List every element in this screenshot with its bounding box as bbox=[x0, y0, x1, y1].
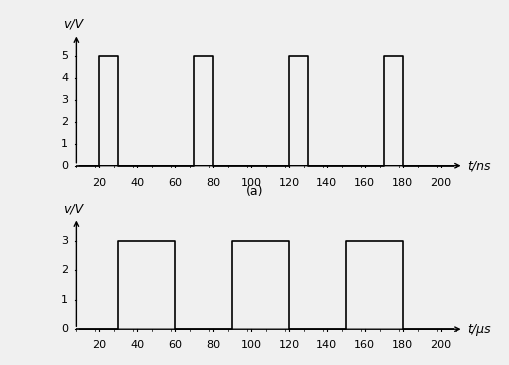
Text: 200: 200 bbox=[429, 340, 450, 350]
Text: 180: 180 bbox=[391, 340, 412, 350]
Text: 100: 100 bbox=[240, 178, 261, 188]
Text: 3: 3 bbox=[61, 236, 68, 246]
Text: 2: 2 bbox=[61, 117, 68, 127]
Text: 160: 160 bbox=[354, 178, 375, 188]
Text: 3: 3 bbox=[61, 95, 68, 105]
Text: t/μs: t/μs bbox=[466, 323, 490, 336]
Text: 0: 0 bbox=[61, 161, 68, 171]
Text: v/V: v/V bbox=[63, 18, 83, 31]
Text: 1: 1 bbox=[61, 139, 68, 149]
Text: 180: 180 bbox=[391, 178, 412, 188]
Text: 120: 120 bbox=[278, 340, 299, 350]
Text: 1: 1 bbox=[61, 295, 68, 305]
Text: 160: 160 bbox=[354, 340, 375, 350]
Text: (a): (a) bbox=[246, 185, 263, 198]
Text: 60: 60 bbox=[168, 340, 182, 350]
Text: 0: 0 bbox=[61, 324, 68, 334]
Text: t/ns: t/ns bbox=[466, 159, 490, 172]
Text: 20: 20 bbox=[92, 340, 106, 350]
Text: 200: 200 bbox=[429, 178, 450, 188]
Text: 5: 5 bbox=[61, 51, 68, 61]
Text: 140: 140 bbox=[316, 340, 337, 350]
Text: 120: 120 bbox=[278, 178, 299, 188]
Text: 60: 60 bbox=[168, 178, 182, 188]
Text: 40: 40 bbox=[130, 340, 144, 350]
Text: v/V: v/V bbox=[63, 202, 83, 215]
Text: 2: 2 bbox=[61, 265, 68, 276]
Text: 4: 4 bbox=[61, 73, 68, 82]
Text: 100: 100 bbox=[240, 340, 261, 350]
Text: 80: 80 bbox=[206, 340, 220, 350]
Text: 80: 80 bbox=[206, 178, 220, 188]
Text: 20: 20 bbox=[92, 178, 106, 188]
Text: 40: 40 bbox=[130, 178, 144, 188]
Text: 140: 140 bbox=[316, 178, 337, 188]
